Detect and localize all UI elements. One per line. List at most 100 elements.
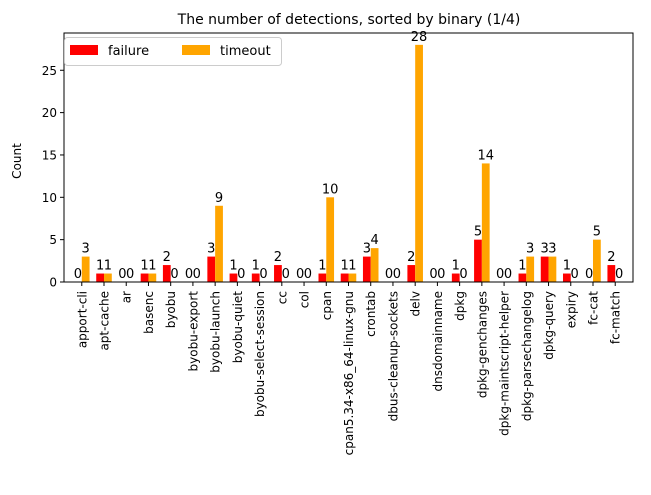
bar-failure <box>362 256 371 282</box>
bar-value-label: 0 <box>585 267 593 282</box>
bar-value-label: 28 <box>411 30 428 45</box>
legend-swatch-failure <box>70 45 98 55</box>
bar-timeout <box>548 256 557 282</box>
bar-value-label: 4 <box>370 233 378 248</box>
bar-value-label: 0 <box>237 267 245 282</box>
x-tick-label: cc <box>275 291 289 304</box>
bar-value-label: 5 <box>593 225 601 240</box>
legend-label-failure: failure <box>108 44 149 59</box>
x-tick-label: dpkg-maintscript-helper <box>498 291 512 436</box>
bar-value-label: 1 <box>148 259 156 274</box>
bar-value-label: 0 <box>170 267 178 282</box>
x-tick-label: byobu <box>164 291 178 328</box>
bar-timeout <box>592 239 601 282</box>
bar-timeout <box>348 273 357 282</box>
bar-timeout <box>481 163 490 282</box>
bar-value-label: 2 <box>407 250 415 265</box>
bar-value-label: 0 <box>393 267 401 282</box>
bar-value-label: 0 <box>571 267 579 282</box>
x-tick-label: apport-cli <box>75 291 89 348</box>
bar-value-label: 1 <box>96 259 104 274</box>
x-tick-label: byobu-quiet <box>231 291 245 364</box>
bar-value-label: 1 <box>563 259 571 274</box>
bar-timeout <box>370 248 379 282</box>
y-axis-label: Count <box>10 143 24 179</box>
x-tick-label: byobu-launch <box>209 291 223 373</box>
bar-value-label: 0 <box>296 267 304 282</box>
bar-value-label: 0 <box>74 267 82 282</box>
y-tick-label: 10 <box>42 191 57 205</box>
x-tick-label: col <box>298 291 312 308</box>
bar-timeout <box>215 205 223 282</box>
y-tick-label: 0 <box>49 276 57 290</box>
bar-value-label: 3 <box>82 242 90 257</box>
bar-failure <box>274 265 282 282</box>
bar-value-label: 2 <box>163 250 171 265</box>
bar-timeout <box>104 273 112 282</box>
x-tick-label: delv <box>409 291 423 316</box>
x-tick-label: dpkg-query <box>542 291 556 360</box>
bar-value-label: 1 <box>252 259 260 274</box>
x-tick-label: cpan5.34-x86_64-linux-gnu <box>342 291 356 455</box>
x-tick-label: expiry <box>564 291 578 328</box>
bar-failure <box>96 273 105 282</box>
bar-value-label: 9 <box>215 191 223 206</box>
bar-timeout <box>148 273 157 282</box>
y-tick-label: 25 <box>42 64 57 78</box>
x-tick-label: fc-match <box>609 291 623 344</box>
bar-value-label: 3 <box>526 242 534 257</box>
x-tick-label: byobu-select-session <box>253 291 267 417</box>
bar-failure <box>451 273 460 282</box>
x-tick-label: byobu-export <box>186 291 200 372</box>
bar-failure <box>318 273 327 282</box>
bar-timeout <box>326 197 335 282</box>
bar-failure <box>518 273 527 282</box>
bar-value-label: 1 <box>518 259 526 274</box>
x-tick-label: dnsdomainname <box>431 291 445 391</box>
x-tick-label: basenc <box>142 291 156 334</box>
bar-value-label: 1 <box>340 259 348 274</box>
bar-failure <box>229 273 238 282</box>
bar-value-label: 1 <box>140 259 148 274</box>
bar-value-label: 0 <box>504 267 512 282</box>
bar-value-label: 3 <box>207 242 215 257</box>
bar-value-label: 0 <box>304 267 312 282</box>
bar-value-label: 1 <box>452 259 460 274</box>
bar-value-label: 14 <box>477 148 494 163</box>
y-tick-label: 15 <box>42 148 57 162</box>
x-tick-label: dpkg <box>453 291 467 321</box>
bar-failure <box>340 273 349 282</box>
plot-frame <box>63 32 634 283</box>
bar-value-label: 5 <box>474 225 482 240</box>
bar-value-label: 0 <box>429 267 437 282</box>
bar-value-label: 0 <box>496 267 504 282</box>
bar-value-label: 0 <box>282 267 290 282</box>
chart-title: The number of detections, sorted by bina… <box>177 12 521 28</box>
bar-failure <box>607 265 616 282</box>
x-tick-label: fc-cat <box>586 291 600 325</box>
bar-failure <box>251 273 260 282</box>
x-tick-label: dbus-cleanup-sockets <box>386 291 400 421</box>
bar-value-label: 2 <box>274 250 282 265</box>
bar-failure <box>140 273 149 282</box>
bar-value-label: 1 <box>229 259 237 274</box>
bar-failure <box>540 256 549 282</box>
bar-value-label: 1 <box>348 259 356 274</box>
x-tick-label: dpkg-parsechangelog <box>520 291 534 421</box>
bar-value-label: 0 <box>459 267 467 282</box>
bar-timeout <box>415 44 423 282</box>
bar-value-label: 1 <box>104 259 112 274</box>
y-tick-label: 5 <box>49 233 57 247</box>
legend-box <box>64 37 282 66</box>
bar-failure <box>162 265 171 282</box>
bar-value-label: 0 <box>185 267 193 282</box>
bar-value-label: 0 <box>259 267 267 282</box>
x-tick-label: cpan <box>320 291 334 320</box>
bar-failure <box>407 265 416 282</box>
legend-label-timeout: timeout <box>220 44 271 59</box>
bar-value-label: 0 <box>437 267 445 282</box>
bar-failure <box>562 273 571 282</box>
bar-timeout <box>526 256 535 282</box>
